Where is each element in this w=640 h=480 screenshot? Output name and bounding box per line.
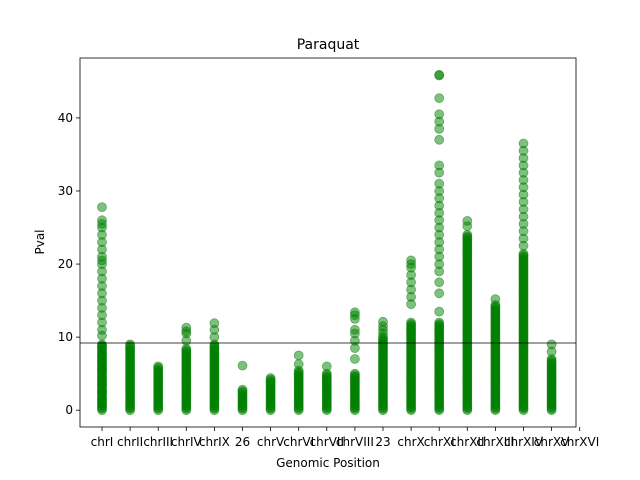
y-tick-label: 10 xyxy=(58,330,73,344)
series-chrI xyxy=(97,202,107,416)
y-axis-label: Pval xyxy=(33,229,47,254)
data-point xyxy=(97,340,107,351)
x-tick-label: chrVIII xyxy=(336,435,374,449)
data-point xyxy=(518,138,529,149)
data-point xyxy=(434,306,445,317)
x-tick-label: 26 xyxy=(235,435,250,449)
x-tick-label: chrXII xyxy=(450,435,484,449)
series-chrIX xyxy=(209,318,220,416)
data-point xyxy=(434,160,445,171)
data-point xyxy=(434,277,445,288)
data-point xyxy=(349,324,360,335)
y-tick-label: 40 xyxy=(58,111,73,125)
data-point xyxy=(321,361,332,372)
chart-title: Paraquat xyxy=(297,37,360,53)
data-point xyxy=(490,294,501,305)
plot-frame xyxy=(79,57,577,428)
data-point xyxy=(209,318,220,329)
data-point xyxy=(349,354,360,364)
x-tick-label: chrXIII xyxy=(476,435,514,449)
data-point xyxy=(97,202,107,213)
data-point xyxy=(378,316,388,327)
data-point xyxy=(434,109,445,120)
data-point xyxy=(349,307,360,318)
series-chrVI xyxy=(293,350,304,416)
data-point xyxy=(434,93,445,104)
series-chrXV xyxy=(546,339,557,416)
x-tick-label: chrIII xyxy=(143,435,173,449)
series-chrVIII xyxy=(349,307,360,416)
x-tick-label: 23 xyxy=(375,435,390,449)
series-chrIII xyxy=(153,361,164,416)
data-point xyxy=(349,368,360,379)
x-tick-label: chrX xyxy=(397,435,424,449)
x-tick-label: chrVI xyxy=(283,435,314,449)
y-tick-label: 30 xyxy=(58,184,73,198)
data-point xyxy=(125,339,136,350)
series-chrX xyxy=(406,255,417,416)
data-point xyxy=(434,69,445,80)
data-point xyxy=(237,360,248,371)
data-point xyxy=(153,361,164,372)
x-axis-label: Genomic Position xyxy=(276,456,380,470)
data-point xyxy=(293,359,304,370)
data-point xyxy=(406,255,417,266)
data-point xyxy=(97,215,107,226)
data-point xyxy=(462,215,473,226)
y-tick-label: 0 xyxy=(65,403,73,417)
data-point xyxy=(237,384,248,395)
series-26 xyxy=(237,360,248,416)
data-point xyxy=(546,339,557,350)
x-tick-label: chrV xyxy=(257,435,285,449)
x-tick-label: chrVII xyxy=(310,435,344,449)
x-tick-label: chrXVI xyxy=(560,435,599,449)
series-chrXI xyxy=(434,69,445,416)
series-chrII xyxy=(125,339,136,416)
series-chrV xyxy=(265,373,276,416)
data-point xyxy=(434,134,445,145)
x-tick-label: chrXV xyxy=(534,435,570,449)
series-chrXIII xyxy=(490,294,501,416)
data-point xyxy=(434,178,445,189)
x-tick-label: chrIV xyxy=(171,435,203,449)
x-tick-label: chrI xyxy=(91,435,114,449)
y-tick-label: 20 xyxy=(58,257,73,271)
x-tick-label: chrIX xyxy=(199,435,230,449)
data-point xyxy=(434,288,445,299)
data-point xyxy=(434,317,445,328)
data-point xyxy=(97,350,107,361)
data-point xyxy=(293,350,304,361)
data-point xyxy=(181,322,192,333)
x-tick-label: chrII xyxy=(117,435,143,449)
series-23 xyxy=(378,316,388,416)
points-layer xyxy=(97,69,557,416)
series-chrIV xyxy=(181,322,192,416)
series-chrXIV xyxy=(518,138,529,416)
series-chrVII xyxy=(321,361,332,416)
data-point xyxy=(406,317,417,328)
data-point xyxy=(462,229,473,240)
data-point xyxy=(265,373,276,383)
y-axis: 0 10 20 30 40 xyxy=(58,111,80,417)
x-tick-label: chrXI xyxy=(424,435,455,449)
series-chrXII xyxy=(462,215,473,416)
x-tick-label: chrXIV xyxy=(504,435,544,449)
